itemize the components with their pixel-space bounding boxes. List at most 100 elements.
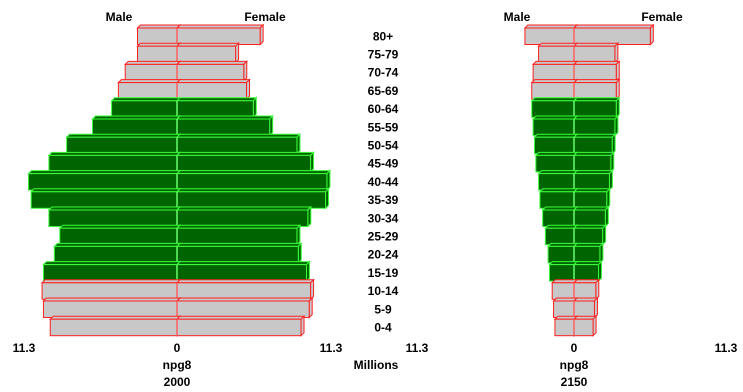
bar-2000-male-60-64 bbox=[110, 96, 182, 119]
bar-2150-female-40-44-face bbox=[573, 173, 610, 191]
pyramid-2000-tick-left: 11.3 bbox=[13, 341, 36, 355]
bar-2000-female-30-34-face bbox=[176, 209, 309, 227]
bar-2150-female-80+ bbox=[572, 23, 655, 46]
bar-2150-female-30-34-face bbox=[573, 209, 606, 227]
bar-2150-male-10-14-face bbox=[551, 282, 575, 300]
bar-2000-female-35-39-face bbox=[176, 191, 327, 209]
bar-2150-male-40-44-face bbox=[538, 173, 575, 191]
bar-2000-female-35-39 bbox=[175, 187, 330, 210]
bar-2150-female-40-44 bbox=[572, 169, 614, 192]
bar-2000-male-30-34-face bbox=[48, 209, 178, 227]
bar-2000-female-20-24-face bbox=[176, 245, 299, 264]
bar-2150-female-20-24-face bbox=[573, 245, 601, 264]
age-label-45-49: 45-49 bbox=[368, 157, 399, 171]
bar-2000-male-0-4-face bbox=[49, 318, 178, 337]
bar-2150-male-45-49 bbox=[534, 151, 579, 174]
bar-2150-female-20-24 bbox=[572, 242, 605, 265]
bar-2150-female-15-19 bbox=[572, 260, 603, 283]
bar-2150-female-25-29 bbox=[572, 223, 607, 246]
bar-2000-female-0-4-face bbox=[176, 318, 302, 337]
bar-2000-male-75-79-face bbox=[136, 45, 178, 64]
bar-2000-female-55-59 bbox=[175, 114, 274, 137]
bar-2000-male-10-14-face bbox=[41, 282, 178, 300]
pyramid-2150-male-label: Male bbox=[504, 10, 531, 24]
bar-2000-male-70-74 bbox=[124, 60, 182, 83]
age-label-60-64: 60-64 bbox=[368, 102, 399, 116]
bar-2150-male-35-39 bbox=[538, 187, 579, 210]
pyramid-2150-tick-left: 11.3 bbox=[406, 341, 429, 355]
bar-2000-male-5-9-face bbox=[42, 300, 178, 318]
bar-2150-male-75-79 bbox=[537, 41, 579, 64]
bar-2150-female-55-59 bbox=[572, 114, 620, 137]
bar-2150-female-80+-face bbox=[573, 27, 651, 45]
bar-2000-male-35-39-face bbox=[30, 191, 178, 209]
age-label-20-24: 20-24 bbox=[368, 248, 399, 262]
bar-2000-male-80+ bbox=[136, 23, 182, 46]
bar-2150-female-50-54 bbox=[572, 132, 617, 155]
bar-2150-female-35-39-face bbox=[573, 191, 608, 209]
pyramid-2150-scenario-label: npg8 bbox=[560, 358, 589, 372]
bar-2150-female-55-59-face bbox=[573, 118, 616, 136]
pyramid-2000-year-label: 2000 bbox=[164, 375, 191, 389]
bar-2150-male-40-44 bbox=[537, 169, 579, 192]
bar-2150-male-60-64-face bbox=[531, 100, 575, 118]
bar-2000-female-45-49-face bbox=[176, 154, 312, 173]
bar-2150-male-20-24 bbox=[546, 242, 579, 265]
age-label-40-44: 40-44 bbox=[368, 175, 399, 189]
bar-2000-female-75-79 bbox=[175, 41, 240, 64]
bar-2150-male-50-54-face bbox=[533, 136, 575, 155]
units-label: Millions bbox=[354, 358, 399, 372]
age-label-5-9: 5-9 bbox=[374, 302, 392, 316]
age-label-35-39: 35-39 bbox=[368, 193, 399, 207]
age-label-10-14: 10-14 bbox=[368, 284, 399, 298]
bar-2150-female-45-49 bbox=[572, 151, 616, 174]
bar-2150-female-70-74 bbox=[572, 60, 621, 83]
bar-2000-male-30-34 bbox=[47, 205, 182, 228]
bar-2150-female-30-34 bbox=[572, 205, 610, 228]
bar-2000-female-10-14 bbox=[175, 278, 315, 301]
bar-2150-male-55-59-face bbox=[532, 118, 575, 136]
bar-2000-female-55-59-face bbox=[176, 118, 271, 136]
pyramid-2150-female-label: Female bbox=[641, 10, 683, 24]
bar-2000-male-55-59 bbox=[91, 114, 182, 137]
bar-2000-male-55-59-face bbox=[92, 118, 178, 136]
pyramid-2150-year-label: 2150 bbox=[561, 375, 588, 389]
bar-2150-female-60-64-face bbox=[573, 100, 617, 118]
bar-2000-female-10-14-face bbox=[176, 282, 312, 300]
bar-2000-male-40-44 bbox=[27, 169, 182, 192]
bar-2000-male-75-79 bbox=[136, 41, 182, 64]
age-label-55-59: 55-59 bbox=[368, 120, 399, 134]
pyramid-bars-layer bbox=[27, 23, 655, 337]
age-label-70-74: 70-74 bbox=[368, 66, 399, 80]
bar-2150-male-35-39-face bbox=[539, 191, 575, 209]
pyramid-2000-scenario-label: npg8 bbox=[163, 358, 192, 372]
bar-2000-female-50-54 bbox=[175, 132, 302, 155]
bar-2000-male-15-19-face bbox=[42, 264, 178, 282]
bar-2150-female-60-64 bbox=[572, 96, 621, 119]
age-label-15-19: 15-19 bbox=[368, 266, 399, 280]
bar-2000-male-65-69-face bbox=[117, 82, 178, 100]
bar-2150-male-20-24-face bbox=[547, 245, 575, 264]
bar-2000-male-60-64-face bbox=[111, 100, 178, 118]
bar-2150-female-75-79 bbox=[572, 41, 620, 64]
bar-2000-female-80+ bbox=[175, 23, 265, 46]
bar-2000-female-50-54-face bbox=[176, 136, 298, 155]
bar-2000-female-80+-face bbox=[176, 27, 261, 45]
bar-2000-male-20-24-face bbox=[53, 245, 178, 264]
age-label-80+: 80+ bbox=[373, 29, 393, 43]
bar-2000-male-10-14 bbox=[40, 278, 182, 301]
bar-2000-female-15-19-face bbox=[176, 264, 307, 282]
bar-2000-male-50-54 bbox=[65, 132, 182, 155]
bar-2000-male-45-49-face bbox=[48, 154, 178, 173]
bar-2000-male-40-44-face bbox=[27, 173, 178, 191]
bar-2000-female-70-74-face bbox=[176, 63, 245, 82]
bar-2150-male-15-19 bbox=[548, 260, 579, 283]
bar-2150-male-70-74-face bbox=[532, 63, 575, 82]
bar-2150-female-65-69-face bbox=[573, 82, 617, 100]
bar-2000-female-60-64 bbox=[175, 96, 258, 119]
bar-2150-male-30-34-face bbox=[542, 209, 575, 227]
age-label-30-34: 30-34 bbox=[368, 211, 399, 225]
bar-2150-female-5-9 bbox=[572, 296, 599, 319]
bar-2150-male-60-64 bbox=[530, 96, 579, 119]
